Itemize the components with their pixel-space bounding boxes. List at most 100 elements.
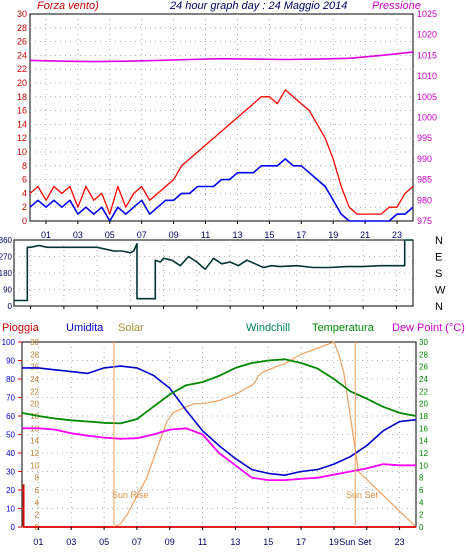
solar-scale-tick-label: 10	[30, 461, 39, 470]
solar-scale-tick-label: 2	[35, 511, 40, 520]
windchill-legend: Windchill	[246, 322, 290, 334]
x-tick-label: 15	[263, 537, 273, 547]
wind-tick-label: 6	[22, 175, 27, 185]
wind-average-line	[29, 158, 414, 222]
solar-scale-tick-label: 28	[30, 350, 39, 359]
humidity-tick-label: 90	[6, 357, 15, 366]
compass-tick-label: W	[435, 285, 446, 297]
solar-scale-tick-label: 22	[30, 387, 39, 396]
wind-tick-label: 2	[22, 202, 27, 212]
pressure-tick-label: 1015	[417, 50, 437, 60]
temperature-tick-label: 2	[419, 511, 424, 520]
direction-tick-label: 360	[0, 236, 13, 245]
temperature-tick-label: 4	[419, 498, 424, 507]
solar-legend: Solar	[118, 322, 144, 334]
pressure-tick-label: 1005	[417, 92, 437, 102]
x-tick-label: 15	[264, 230, 274, 240]
direction-tick-label: 270	[0, 253, 13, 262]
x-tick-label: 09	[165, 537, 175, 547]
wind-tick-label: 10	[17, 147, 27, 157]
wind-tick-label: 28	[17, 23, 27, 33]
solar-scale-tick-label: 20	[30, 400, 39, 409]
x-tick-label: 01	[33, 537, 43, 547]
x-tick-label: 11	[198, 537, 207, 547]
compass-tick-label: N	[435, 301, 443, 313]
temperature-tick-label: 0	[419, 523, 424, 532]
temperature-tick-label: 24	[419, 375, 428, 384]
solar-scale-tick-label: 24	[30, 375, 39, 384]
humidity-line	[22, 365, 417, 477]
dewpoint-line	[22, 427, 416, 482]
temperature-tick-label: 12	[419, 449, 428, 458]
wind-tick-label: 30	[17, 9, 27, 19]
sunrise-label: Sun Rise	[112, 490, 149, 500]
temperature-tick-label: 26	[419, 363, 428, 372]
direction-tick-label: 90	[3, 286, 12, 295]
humidity-tick-label: 70	[6, 394, 15, 403]
x-tick-label: 03	[66, 537, 76, 547]
wind-tick-label: 16	[17, 106, 27, 116]
humidity-tick-label: 10	[6, 505, 15, 514]
wind-tick-label: 26	[17, 37, 27, 47]
wind-tick-label: 20	[17, 78, 27, 88]
humidity-tick-label: 40	[6, 449, 15, 458]
temperature-tick-label: 18	[419, 412, 428, 421]
humidity-tick-label: 50	[6, 431, 15, 440]
temperature-tick-label: 28	[419, 350, 428, 359]
x-tick-label: 07	[132, 537, 142, 547]
solar-scale-tick-label: 12	[30, 449, 39, 458]
wind-tick-label: 0	[22, 216, 27, 226]
temperature-tick-label: 10	[419, 461, 428, 470]
wind-tick-label: 18	[17, 92, 27, 102]
temperature-tick-label: 6	[419, 486, 424, 495]
x-tick-label: 03	[73, 230, 83, 240]
direction-tick-label: 0	[8, 302, 13, 311]
solar-scale-tick-label: 18	[30, 412, 39, 421]
humidity-tick-label: 30	[6, 468, 15, 477]
compass-tick-label: N	[435, 235, 443, 247]
temperature-line	[21, 358, 417, 425]
pressure-tick-label: 1025	[417, 9, 437, 19]
humidity-tick-label: 60	[6, 412, 15, 421]
humidity-tick-label: 100	[2, 338, 16, 347]
wind-tick-label: 22	[17, 64, 27, 74]
humidity-tick-label: 20	[6, 486, 15, 495]
pressure-tick-label: 1000	[417, 113, 437, 123]
direction-tick-label: 180	[0, 269, 13, 278]
x-tick-label: 05	[105, 230, 115, 240]
x-tick-label: 07	[137, 230, 147, 240]
pressure-axis-title: Pressione	[372, 0, 421, 12]
temperature-tick-label: 14	[419, 437, 428, 446]
temperature-legend: Temperatura	[312, 322, 375, 334]
wind-axis-title: Forza vento)	[37, 0, 99, 12]
pressure-tick-label: 1010	[417, 71, 437, 81]
pressure-tick-label: 995	[417, 133, 432, 143]
x-tick-label: 13	[230, 537, 240, 547]
pressure-line	[29, 51, 414, 63]
x-tick-label: 21	[360, 230, 370, 240]
solar-scale-tick-label: 6	[35, 486, 40, 495]
wind-tick-label: 14	[17, 119, 27, 129]
wind-tick-label: 4	[22, 188, 27, 198]
solar-scale-tick-label: 4	[35, 498, 40, 507]
dewpoint-legend: Dew Point (°C)	[392, 322, 465, 334]
solar-line	[22, 341, 417, 528]
wind-gust-line	[29, 89, 414, 215]
temperature-tick-label: 22	[419, 387, 428, 396]
humidity-tick-label: 0	[11, 523, 16, 532]
temperature-tick-label: 8	[419, 474, 424, 483]
compass-tick-label: E	[435, 252, 442, 264]
solar-scale-tick-label: 8	[35, 474, 40, 483]
x-tick-label: 23	[392, 230, 402, 240]
pressure-tick-label: 975	[417, 216, 432, 226]
solar-scale-tick-label: 30	[30, 338, 39, 347]
pressure-tick-label: 1020	[417, 30, 437, 40]
wind-tick-label: 24	[17, 50, 27, 60]
direction-panel-frame	[13, 239, 414, 307]
x-tick-label: 17	[296, 230, 306, 240]
pressure-tick-label: 985	[417, 175, 432, 185]
x-tick-label: 19	[328, 230, 338, 240]
x-tick-label: 09	[169, 230, 179, 240]
